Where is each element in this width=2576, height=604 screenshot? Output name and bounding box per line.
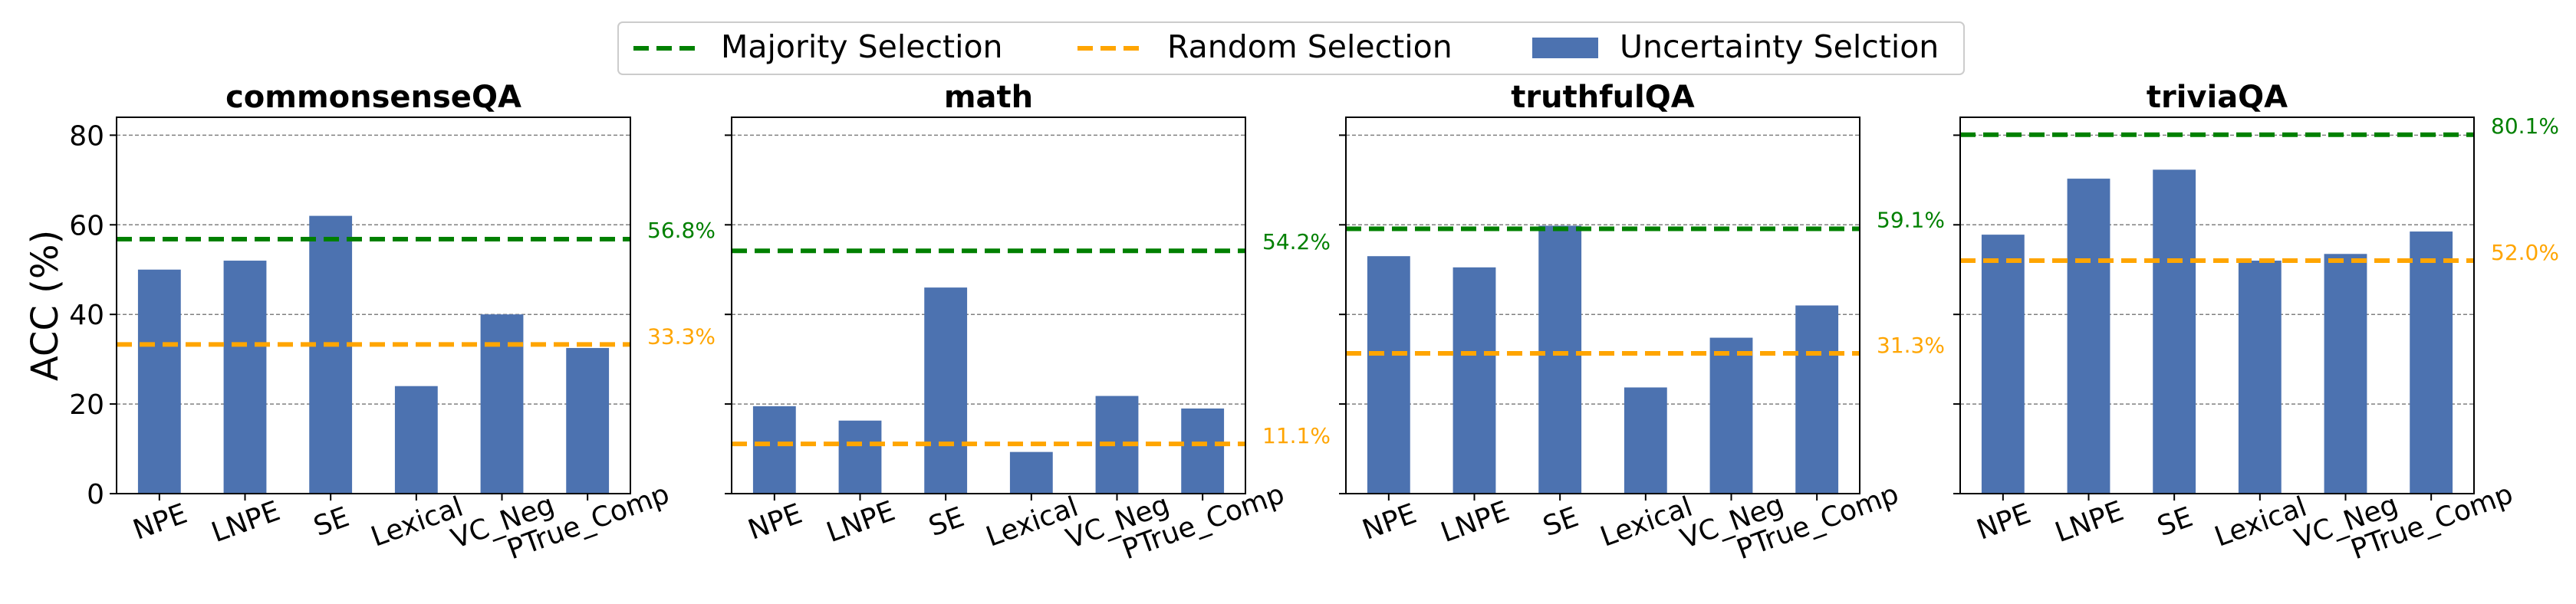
axes-frame: [116, 117, 631, 494]
bar-NPE: [137, 269, 181, 494]
x-tick-label: LNPE: [823, 495, 900, 549]
majority-value-label: 80.1%: [2491, 113, 2559, 139]
x-tick-label: NPE: [1358, 498, 1420, 547]
random-value-label: 31.3%: [1877, 333, 1945, 358]
bar-SE: [2153, 169, 2196, 494]
legend: Majority Selection Random Selection Uncert…: [617, 21, 1965, 75]
y-tick-label: 20: [69, 389, 104, 421]
bar-VC_Neg: [1709, 337, 1753, 494]
bar-LNPE: [2067, 179, 2110, 494]
bar-LNPE: [1452, 267, 1496, 494]
x-tick-label: Lexical: [367, 491, 468, 553]
legend-label: Random Selection: [1167, 28, 1452, 65]
axes-frame: [1959, 117, 2475, 494]
x-tick-label: NPE: [129, 498, 191, 547]
bar-NPE: [752, 406, 796, 494]
x-tick-label: LNPE: [1437, 495, 1514, 549]
bar-VC_Neg: [480, 314, 524, 494]
x-tick-label: Lexical: [2211, 491, 2311, 553]
bar-LNPE: [838, 420, 882, 494]
majority-value-label: 59.1%: [1877, 208, 1945, 233]
x-tick-label: NPE: [1972, 498, 2035, 547]
panel-title: triviaQA: [2147, 80, 2288, 115]
bar-Lexical: [1624, 387, 1667, 494]
chart-panel-math: NPE LNPE SE LexicalVC_NegPTrue_Comp54.2%11.…: [725, 80, 1331, 566]
x-tick-label: NPE: [744, 498, 806, 547]
bar-Lexical: [394, 386, 438, 494]
x-tick-label: SE: [1539, 501, 1583, 543]
x-tick-label: SE: [2153, 501, 2197, 543]
y-tick-label: 0: [87, 479, 104, 510]
bar-NPE: [1367, 256, 1410, 494]
legend-label: Majority Selection: [721, 28, 1003, 65]
y-tick-label: 40: [69, 300, 104, 331]
bar-Lexical: [2238, 261, 2282, 494]
chart-panel-truthfulQA: NPE LNPE SE LexicalVC_NegPTrue_Comp59.1%31.…: [1339, 80, 1945, 566]
bar-VC_Neg: [2324, 254, 2367, 494]
legend-swatch-uncertainty: [1532, 38, 1598, 58]
x-tick-label: LNPE: [2051, 495, 2128, 549]
bar-Lexical: [1009, 451, 1053, 494]
bar-PTrue_Comp: [2410, 231, 2453, 494]
bar-PTrue_Comp: [1795, 305, 1839, 494]
bar-SE: [924, 287, 968, 494]
bar-PTrue_Comp: [566, 348, 610, 494]
majority-value-label: 56.8%: [647, 218, 716, 243]
random-value-label: 52.0%: [2491, 240, 2559, 265]
x-tick-label: Lexical: [1597, 491, 1697, 553]
x-tick-label: SE: [310, 501, 354, 543]
panel-title: commonsenseQA: [225, 80, 521, 115]
panel-title: math: [944, 80, 1033, 115]
legend-frame: [617, 21, 1965, 75]
bar-SE: [309, 215, 353, 494]
random-value-label: 11.1%: [1262, 423, 1331, 448]
bar-LNPE: [223, 261, 267, 494]
chart-panel-triviaQA: NPE LNPE SE LexicalVC_NegPTrue_Comp80.1%52.…: [1953, 80, 2559, 566]
legend-label: Uncertainty Selction: [1620, 28, 1939, 65]
panel-title: truthfulQA: [1511, 80, 1695, 115]
bar-PTrue_Comp: [1181, 408, 1225, 494]
bar-SE: [1538, 225, 1582, 494]
x-tick-label: Lexical: [982, 491, 1083, 553]
axes-frame: [1345, 117, 1860, 494]
y-axis-label: ACC (%): [24, 230, 67, 381]
majority-value-label: 54.2%: [1262, 229, 1331, 254]
bar-NPE: [1981, 235, 2025, 494]
random-value-label: 33.3%: [647, 323, 716, 349]
x-tick-label: LNPE: [208, 495, 285, 549]
x-tick-label: SE: [925, 501, 969, 543]
y-tick-label: 80: [69, 120, 104, 152]
y-tick-label: 60: [69, 210, 104, 241]
axes-frame: [731, 117, 1246, 494]
